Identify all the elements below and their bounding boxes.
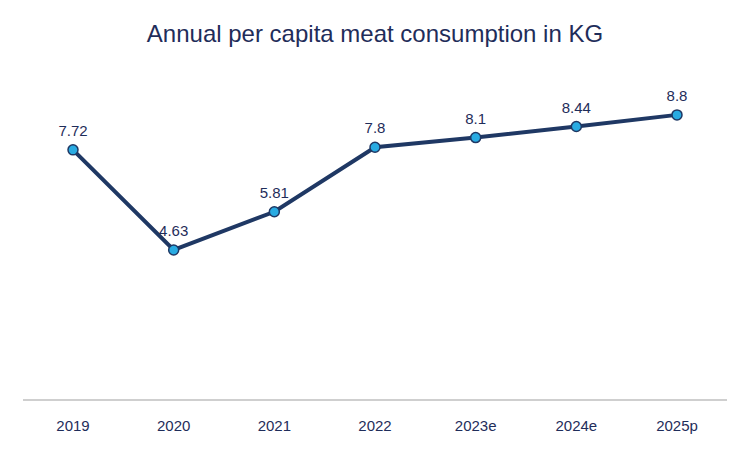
svg-text:4.63: 4.63 [159,222,188,239]
html-text:Annual per capita meat consump: Annual per capita meat consumption in KG [146,20,604,47]
svg-text:8.1: 8.1 [465,110,486,127]
svg-text:2022: 2022 [358,417,391,434]
svg-text:2020: 2020 [157,417,190,434]
svg-text:2023e: 2023e [455,417,497,434]
svg-text:8.44: 8.44 [562,99,591,116]
svg-text:2024e: 2024e [555,417,597,434]
svg-text:2025p: 2025p [656,417,698,434]
svg-text:8.8: 8.8 [667,87,688,104]
svg-text:7.72: 7.72 [58,122,87,139]
svg-text:2019: 2019 [56,417,89,434]
svg-text:2021: 2021 [258,417,291,434]
svg-text:7.8: 7.8 [365,119,386,136]
svg-text:5.81: 5.81 [260,184,289,201]
